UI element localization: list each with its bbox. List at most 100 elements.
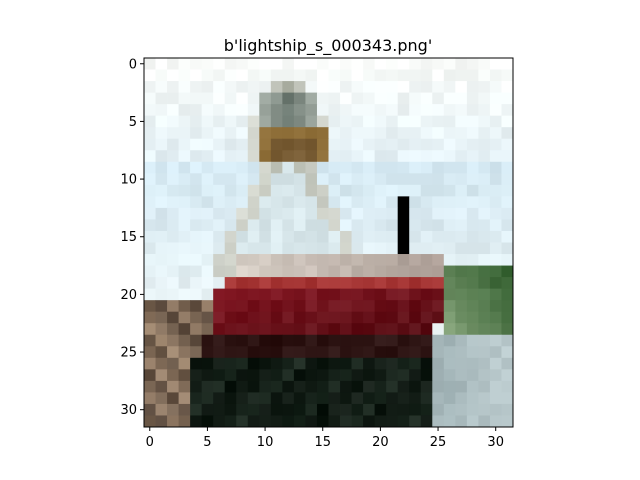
image-pixel [328,127,341,140]
image-pixel [420,265,433,278]
image-pixel [340,81,352,93]
image-pixel [167,150,179,163]
image-pixel [213,150,226,163]
image-pixel [201,219,214,232]
image-pixel [144,311,156,324]
image-pixel [224,81,237,93]
image-pixel [386,230,399,243]
image-pixel [293,58,306,70]
image-pixel [420,184,433,197]
image-pixel [466,265,479,278]
image-pixel [201,346,214,359]
image-pixel [316,196,329,209]
image-pixel [305,81,318,93]
image-pixel [501,323,513,336]
image-pixel [213,323,226,336]
image-pixel [432,196,445,209]
y-tick-label: 0 [129,57,137,72]
image-pixel [213,288,226,301]
image-pixel [374,311,387,324]
image-pixel [397,230,410,243]
image-pixel [432,254,445,266]
image-pixel [443,334,456,347]
image-pixel [305,138,318,151]
image-pixel [305,58,318,70]
image-pixel [432,173,445,186]
image-pixel [340,242,352,255]
image-pixel [155,196,168,209]
image-pixel [316,127,329,140]
y-tick-label: 15 [120,230,137,245]
image-pixel [340,161,352,174]
image-pixel [236,127,249,140]
image-pixel [397,392,410,405]
image-pixel [247,138,260,151]
image-pixel [432,58,445,70]
image-pixel [282,357,295,370]
image-pixel [409,357,422,370]
image-pixel [144,277,156,290]
image-pixel [489,288,502,301]
image-pixel [270,288,283,301]
image-pixel [270,392,283,405]
image-pixel [489,334,502,347]
image-pixel [420,311,433,324]
image-pixel [386,311,399,324]
image-pixel [178,357,191,370]
image-pixel [328,300,341,313]
image-pixel [155,403,168,416]
image-pixel [259,357,272,370]
image-pixel [316,415,329,427]
x-tick-label: 25 [430,435,447,450]
image-pixel [328,69,341,82]
image-pixel [374,392,387,405]
image-pixel [466,311,479,324]
image-pixel [374,58,387,70]
image-pixel [213,69,226,82]
image-pixel [270,300,283,313]
image-pixel [397,81,410,93]
image-pixel [409,277,422,290]
image-pixel [363,334,376,347]
image-pixel [501,357,513,370]
image-pixel [443,346,456,359]
image-pixel [409,81,422,93]
image-pixel [316,184,329,197]
image-pixel [270,415,283,427]
image-pixel [501,334,513,347]
image-pixel [224,58,237,70]
image-pixel [178,92,191,105]
image-pixel [501,369,513,382]
image-pixel [167,92,179,105]
image-pixel [340,254,352,266]
image-pixel [351,184,364,197]
y-tick-label: 25 [120,346,137,361]
image-pixel [501,81,513,93]
image-pixel [305,92,318,105]
image-pixel [340,415,352,427]
image-pixel [432,265,445,278]
image-pixel [455,150,468,163]
image-pixel [374,380,387,393]
image-pixel [501,161,513,174]
image-pixel [190,403,203,416]
image-pixel [466,277,479,290]
image-pixel [501,311,513,324]
image-pixel [432,81,445,93]
image-pixel [409,265,422,278]
image-pixel [386,81,399,93]
image-pixel [478,415,491,427]
image-pixel [213,127,226,140]
image-pixel [409,138,422,151]
image-pixel [293,369,306,382]
image-pixel [501,207,513,220]
image-pixel [201,207,214,220]
image-pixel [293,392,306,405]
image-pixel [259,300,272,313]
image-pixel [259,415,272,427]
image-pixel [351,346,364,359]
image-pixel [351,380,364,393]
image-pixel [259,92,272,105]
image-pixel [213,357,226,370]
image-pixel [420,242,433,255]
